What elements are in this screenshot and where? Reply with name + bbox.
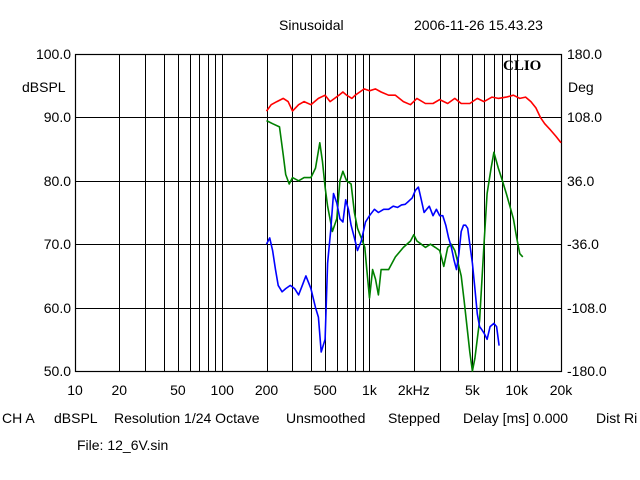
x-tick-label: 20: [111, 382, 128, 398]
left-axis-label: dBSPL: [22, 79, 66, 95]
y-tick-label: 70.0: [43, 236, 71, 253]
x-tick-label: 10k: [505, 382, 528, 398]
footer-smoothing: Unsmoothed: [286, 410, 366, 426]
y2-tick-label: -36.0: [567, 236, 599, 253]
series-group: [265, 88, 562, 372]
footer-dist: Dist Ri: [596, 410, 638, 426]
x-tick-label: 1k: [362, 382, 377, 398]
y2-tick-label: -180.0: [567, 363, 607, 379]
y-tick-label: 60.0: [43, 299, 71, 316]
y2-tick-label: 180.0: [567, 46, 603, 62]
x-tick-label: 20k: [549, 382, 573, 398]
x-tick-label: 100: [210, 382, 234, 398]
y2-tick-label: 108.0: [567, 109, 603, 126]
measurement-timestamp: 2006-11-26 15.43.23: [414, 17, 543, 33]
series-line-1: [266, 119, 524, 372]
y-tick-label: 90.0: [43, 109, 71, 126]
x-tick-label: 5k: [464, 382, 480, 398]
series-line-0: [265, 88, 562, 144]
y-tick-label: 50.0: [43, 363, 71, 379]
y-tick-label: 100.0: [35, 46, 71, 62]
plot-frame: [74, 53, 563, 373]
footer-sweep: Stepped: [388, 410, 441, 426]
series-line-2: [265, 186, 500, 353]
x-tick-label: 10: [67, 382, 83, 398]
footer-file: File: 12_6V.sin: [77, 437, 169, 453]
y-tick-label: 80.0: [43, 172, 71, 189]
right-axis-label: Deg: [568, 79, 594, 95]
x-tick-label: 200: [254, 382, 279, 398]
footer-delay: Delay [ms] 0.000: [463, 410, 569, 426]
x-tick-label: 500: [313, 382, 337, 398]
y2-tick-label: 36.0: [567, 172, 595, 189]
footer-channel: CH A: [2, 410, 35, 426]
footer-resolution: Resolution 1/24 Octave: [114, 410, 260, 426]
footer-units: dBSPL: [54, 410, 98, 426]
clio-logo: CLIO: [503, 58, 542, 74]
y2-tick-label: -108.0: [567, 299, 607, 316]
measurement-mode: Sinusoidal: [279, 17, 344, 33]
x-tick-label: 2kHz: [397, 382, 430, 398]
x-tick-label: 50: [170, 382, 186, 398]
